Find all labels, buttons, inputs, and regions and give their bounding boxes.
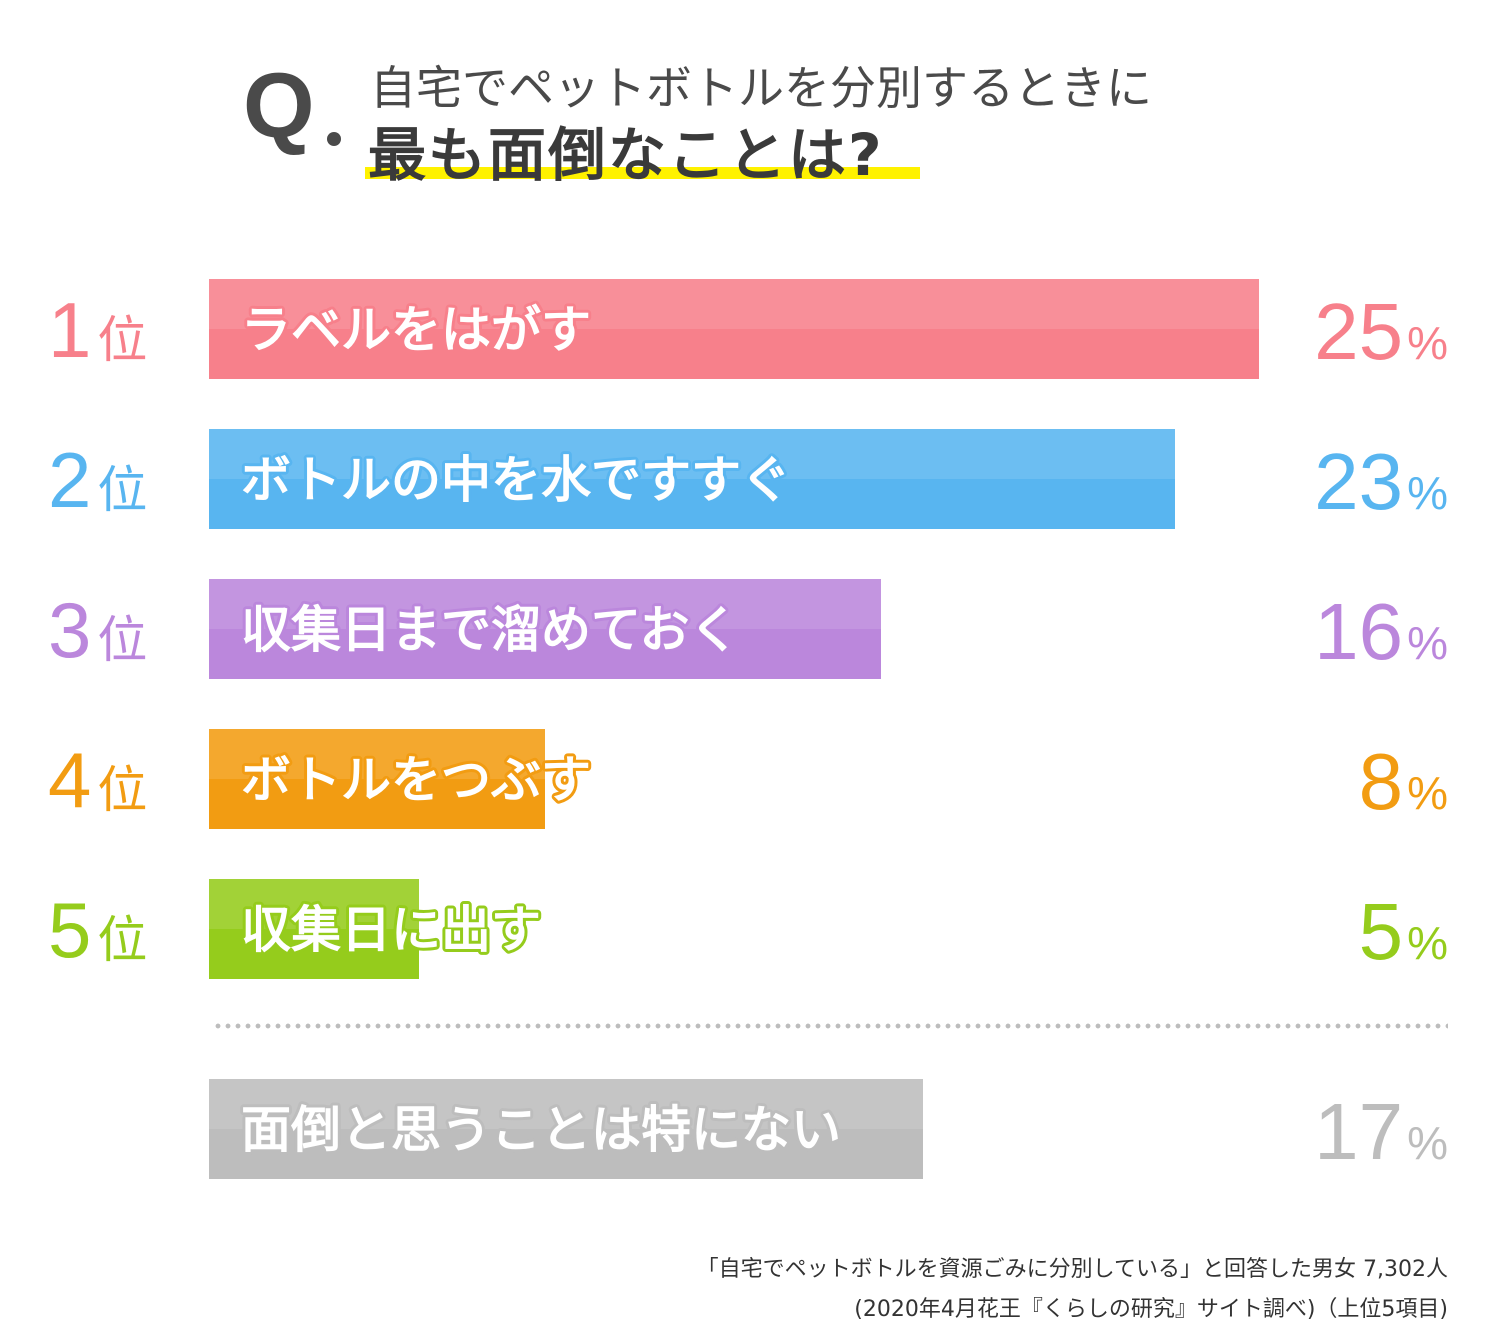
footnote-survey: (2020年4月花王『くらしの研究』サイト調べ)（上位5項目) — [854, 1297, 1448, 1322]
question-mark: Q — [243, 55, 315, 157]
bar-highlight — [209, 429, 1175, 479]
footnote-source: 「自宅でペットボトルを資源ごみに分別している」と回答した男女 7,302人 — [696, 1257, 1448, 1282]
category-label: 面倒と思うことは特にない — [241, 1101, 841, 1159]
bar-highlight — [209, 879, 419, 929]
title-line-2: 最も面倒なことは? — [368, 121, 884, 189]
dotted-separator — [213, 1023, 1448, 1029]
value-label: 17% — [1314, 1087, 1448, 1176]
value-label: 8% — [1359, 737, 1448, 826]
question-mark-dot — [327, 132, 341, 146]
bar-highlight — [209, 729, 545, 779]
category-label: ラベルをはがす — [241, 301, 591, 359]
title-line-1: 自宅でペットボトルを分別するときに — [370, 61, 1152, 115]
title-highlight — [365, 167, 920, 179]
value-label: 16% — [1314, 587, 1448, 676]
category-label: 収集日まで溜めておく — [241, 601, 740, 659]
category-label: ボトルをつぶす — [241, 751, 591, 809]
bar-highlight — [209, 279, 1259, 329]
value-label: 23% — [1314, 437, 1448, 526]
category-label: 収集日に出す — [241, 901, 541, 959]
bar-highlight — [209, 579, 881, 629]
value-label: 25% — [1314, 287, 1448, 376]
category-label: ボトルの中を水ですすぐ — [241, 451, 791, 509]
value-label: 5% — [1359, 887, 1448, 976]
bar-highlight — [209, 1079, 923, 1129]
